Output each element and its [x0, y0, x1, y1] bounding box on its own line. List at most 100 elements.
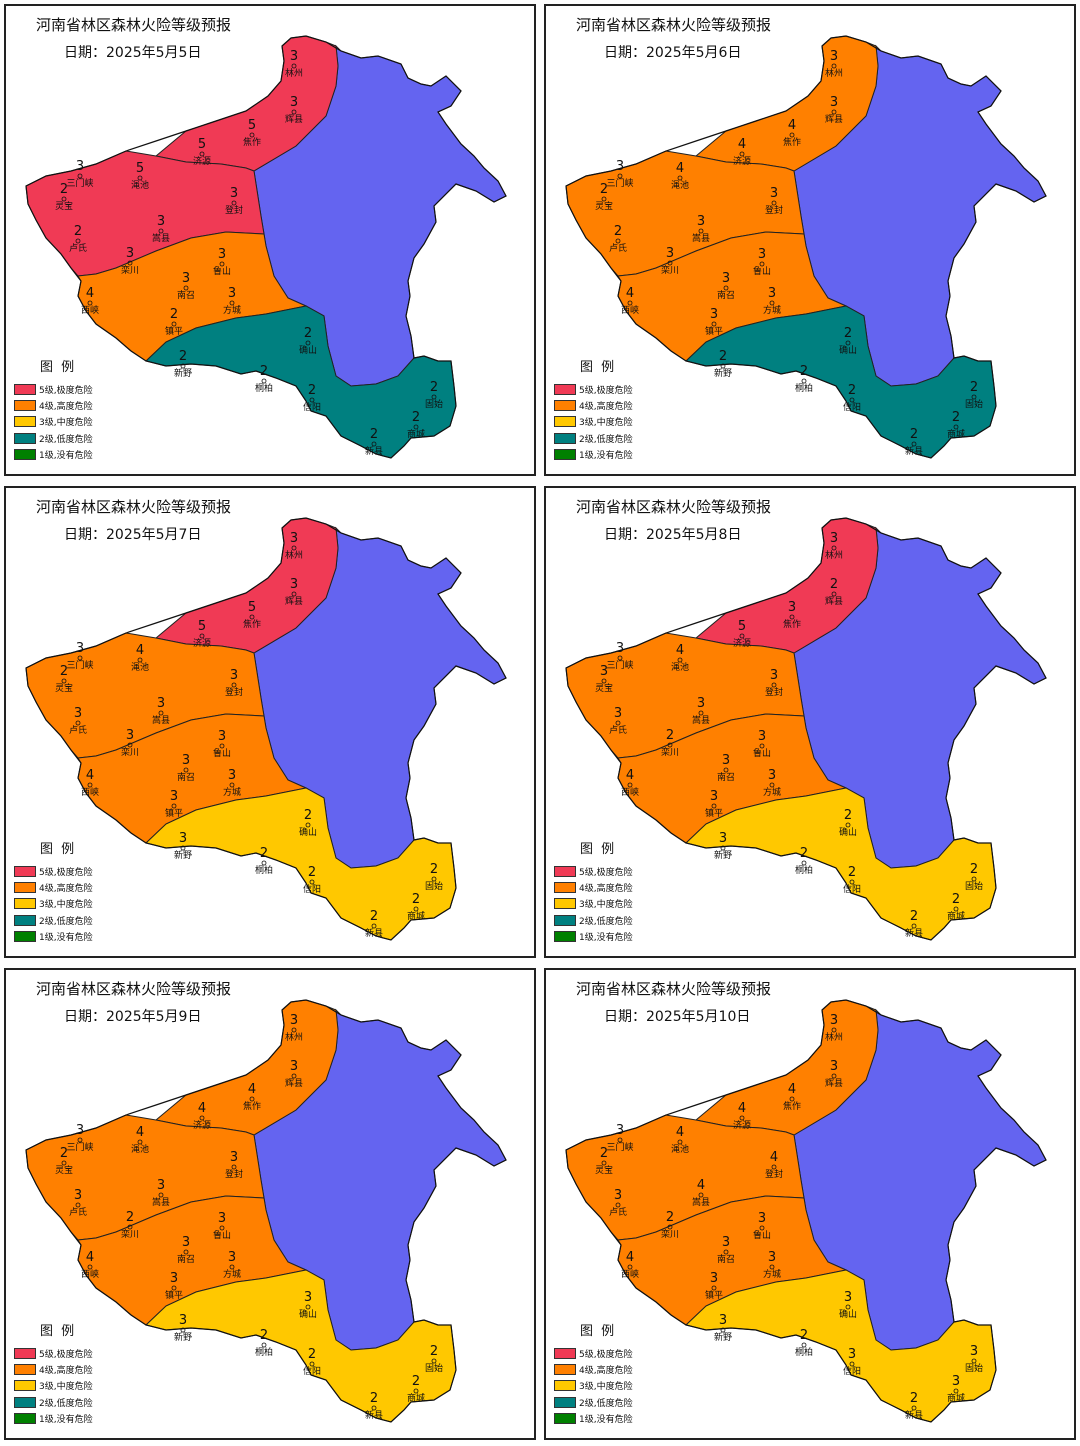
city-marker: 2 新县 — [365, 1391, 383, 1421]
city-marker: 5 焦作 — [243, 118, 261, 148]
legend-label: 4级,高度危险 — [39, 884, 93, 895]
city-name: 三门峡 — [66, 1141, 93, 1153]
city-dot — [431, 876, 437, 882]
city-marker: 2 新野 — [714, 349, 732, 379]
city-marker: 3 新野 — [714, 1313, 732, 1343]
city-risk-level: 2 — [370, 1391, 378, 1406]
city-name: 南召 — [717, 1253, 735, 1265]
city-risk-level: 3 — [182, 753, 190, 768]
city-risk-level: 2 — [370, 909, 378, 924]
city-risk-level: 2 — [666, 1210, 674, 1225]
city-marker: 2 卢氏 — [609, 224, 627, 254]
city-name: 林州 — [825, 549, 843, 561]
city-dot — [627, 1264, 633, 1270]
legend-item: 1级,没有危险 — [14, 447, 144, 463]
city-risk-level: 2 — [848, 865, 856, 880]
city-name: 鲁山 — [213, 1229, 231, 1241]
legend-label: 1级,没有危险 — [39, 1415, 93, 1426]
legend-swatch — [14, 882, 36, 894]
legend-item: 4级,高度危险 — [14, 397, 144, 413]
city-risk-level: 2 — [412, 892, 420, 907]
legend-swatch — [14, 432, 36, 444]
city-dot — [371, 441, 377, 447]
map-title: 河南省林区森林火险等级预报 — [36, 498, 232, 516]
city-name: 焦作 — [243, 1100, 261, 1112]
city-risk-level: 3 — [844, 1290, 852, 1305]
city-risk-level: 4 — [697, 1178, 705, 1193]
city-risk-level: 4 — [626, 768, 634, 783]
legend: 图 例 5级,极度危险 4级,高度危险 3级,中度危险 2级,低度危险 1级,没有危险 — [14, 1320, 144, 1427]
city-risk-level: 2 — [970, 862, 978, 877]
city-risk-level: 3 — [768, 1250, 776, 1265]
legend-swatch — [554, 432, 576, 444]
city-marker: 3 确山 — [839, 1290, 857, 1320]
city-marker: 3 鲁山 — [213, 729, 231, 759]
legend: 图 例 5级,极度危险 4级,高度危险 3级,中度危险 2级,低度危险 1级,没有危险 — [554, 838, 684, 945]
city-dot — [127, 742, 133, 748]
city-name: 灵宝 — [595, 200, 613, 212]
legend-swatch — [554, 898, 576, 910]
legend-label: 3级,中度危险 — [579, 900, 633, 911]
city-marker: 3 方城 — [223, 286, 241, 316]
city-name: 新野 — [714, 849, 732, 861]
city-risk-level: 2 — [952, 410, 960, 425]
city-risk-level: 2 — [800, 364, 808, 379]
legend-label: 2级,低度危险 — [579, 434, 633, 445]
city-marker: 3 登封 — [765, 186, 783, 216]
city-risk-level: 4 — [676, 643, 684, 658]
city-dot — [219, 743, 225, 749]
legend-item: 3级,中度危险 — [554, 1378, 684, 1394]
city-marker: 3 卢氏 — [609, 706, 627, 736]
city-name: 南召 — [177, 771, 195, 783]
city-marker: 3 方城 — [763, 1250, 781, 1280]
city-name: 卢氏 — [69, 724, 87, 736]
city-risk-level: 3 — [830, 1013, 838, 1028]
city-marker: 3 登封 — [225, 668, 243, 698]
city-marker: 3 卢氏 — [609, 1188, 627, 1218]
legend-swatch — [14, 383, 36, 395]
city-marker: 2 新县 — [905, 427, 923, 457]
city-marker: 2 桐柏 — [255, 1328, 273, 1358]
city-risk-level: 4 — [676, 161, 684, 176]
legend-label: 4级,高度危险 — [39, 1366, 93, 1377]
city-risk-level: 5 — [136, 161, 144, 176]
city-marker: 3 镇平 — [705, 789, 723, 819]
city-dot — [291, 545, 297, 551]
legend-swatch — [554, 1413, 576, 1425]
city-dot — [171, 321, 177, 327]
city-name: 三门峡 — [606, 659, 633, 671]
city-risk-level: 2 — [74, 224, 82, 239]
city-dot — [789, 1096, 795, 1102]
city-name: 辉县 — [285, 1078, 303, 1089]
legend-item: 3级,中度危险 — [554, 414, 684, 430]
city-dot — [291, 1027, 297, 1033]
city-marker: 3 灵宝 — [595, 664, 613, 694]
city-name: 南召 — [717, 771, 735, 783]
city-risk-level: 2 — [844, 326, 852, 341]
city-dot — [219, 261, 225, 267]
city-risk-level: 3 — [697, 696, 705, 711]
city-name: 登封 — [225, 1168, 243, 1180]
city-marker: 4 济源 — [733, 1101, 751, 1131]
city-risk-level: 2 — [430, 380, 438, 395]
city-dot — [971, 876, 977, 882]
city-marker: 5 济源 — [733, 619, 751, 649]
city-risk-level: 3 — [228, 286, 236, 301]
city-dot — [667, 742, 673, 748]
province-map: 3 林州 3 辉县 4 焦作 4 济源 3 三门峡 4 渑池 4 登封 2 灵宝 4 嵩县 3 卢氏 2 栾川 3 鲁山 3 南召… — [565, 999, 1047, 1423]
city-risk-level: 3 — [768, 768, 776, 783]
province-outline — [565, 35, 1047, 459]
city-dot — [801, 378, 807, 384]
city-name: 渑池 — [131, 179, 149, 191]
legend-label: 2级,低度危险 — [39, 916, 93, 927]
city-dot — [199, 151, 205, 157]
city-marker: 4 渑池 — [671, 643, 689, 673]
legend-title: 图 例 — [580, 842, 617, 857]
city-dot — [77, 173, 83, 179]
city-dot — [667, 1224, 673, 1230]
city-name: 林州 — [285, 67, 303, 79]
city-marker: 2 商城 — [947, 410, 965, 440]
legend-swatch — [14, 898, 36, 910]
city-name: 辉县 — [825, 1078, 843, 1089]
